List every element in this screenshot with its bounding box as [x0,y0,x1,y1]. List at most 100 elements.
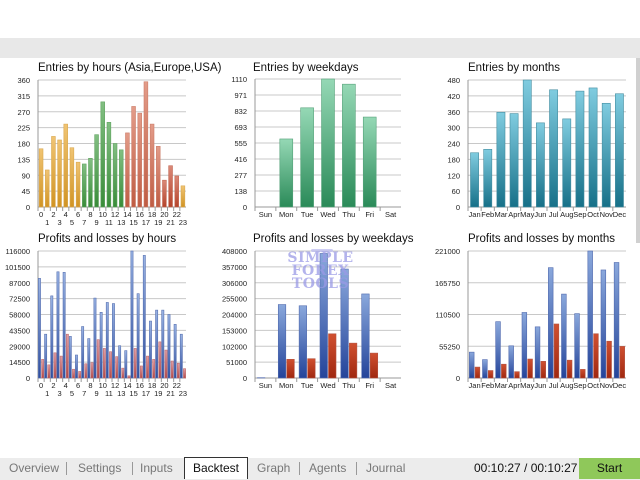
tab-overview[interactable]: Overview [9,461,60,475]
y-tick-label: 102000 [222,342,247,351]
y-tick-label: 51000 [226,358,247,367]
bar [509,113,519,208]
x-tick-label: 9 [94,218,98,227]
x-tick-label: 1 [45,389,49,398]
profit-bar [38,278,41,379]
bar [149,123,155,208]
x-tick-label: Jul [549,210,559,219]
bar [470,152,479,208]
profit-bar [50,295,54,379]
loss-bar [593,333,599,379]
profit-bar [105,302,109,379]
loss-bar [41,359,45,379]
y-tick-label: 101500 [5,263,30,272]
vertical-scrollbar[interactable] [636,58,640,243]
profit-bar [534,326,541,379]
bar [483,149,493,208]
loss-bar [53,352,57,379]
x-tick-label: 5 [70,218,74,227]
y-tick-label: 408000 [222,247,247,256]
bar [106,122,112,208]
watermark-line2: TOOLS [291,276,350,292]
x-tick-label: 21 [166,218,174,227]
x-tick-label: 23 [179,218,187,227]
y-tick-label: 270 [17,108,30,117]
profit-bar [68,336,72,379]
x-tick-label: 18 [148,210,156,219]
y-tick-label: 416 [234,155,247,164]
x-tick-label: 6 [76,210,80,219]
start-button[interactable]: Start [579,458,640,479]
x-tick-label: 0 [39,210,43,219]
y-tick-label: 1110 [231,75,247,84]
x-tick-label: Thu [342,210,355,219]
x-tick-label: 9 [94,389,98,398]
x-tick-label: 7 [82,218,86,227]
tab-backtest[interactable]: Backtest [184,457,249,479]
y-tick-label: 0 [243,374,247,383]
profit-bar [548,267,554,379]
x-tick-label: Jul [549,381,559,390]
y-tick-label: 221000 [435,247,460,256]
x-tick-label: 5 [70,389,74,398]
tester-tab-bar: Overview Settings Inputs Backtest Graph … [0,457,640,480]
x-tick-label: Dec [613,210,627,219]
profit-bar [130,250,134,379]
bar [168,165,173,208]
x-tick-label: Tue [301,381,314,390]
bar [162,179,167,208]
x-tick-label: 19 [154,389,162,398]
profit-bar [298,305,307,379]
x-tick-label: 14 [123,381,131,390]
loss-bar [527,358,533,379]
x-tick-label: Oct [587,210,600,219]
x-tick-label: 12 [111,381,119,390]
x-tick-label: 16 [136,210,144,219]
y-tick-label: 277 [234,171,247,180]
x-tick-label: 15 [129,218,137,227]
y-tick-label: 693 [234,123,247,132]
bar [496,111,506,208]
x-tick-label: 10 [99,210,107,219]
bar [143,81,149,208]
tab-agents[interactable]: Agents [309,461,347,475]
tab-settings[interactable]: Settings [78,461,122,475]
watermark-line1: SIMPLE FOREX [287,250,354,279]
loss-bar [152,359,156,379]
y-tick-label: 138 [234,187,247,196]
x-tick-label: 13 [117,218,125,227]
loss-bar [183,368,186,379]
x-tick-label: Tue [301,210,314,219]
x-tick-label: Fri [365,210,374,219]
loss-bar [619,346,625,379]
bar [82,163,87,208]
y-tick-label: 180 [447,155,460,164]
x-tick-label: 22 [173,381,181,390]
profit-bar [81,326,85,379]
bar [137,112,142,208]
profit-bar [149,320,152,379]
profit-bar [340,268,349,379]
bar [125,132,130,208]
loss-bar [170,360,174,379]
loss-bar [133,348,137,379]
tab-graph[interactable]: Graph [257,461,291,475]
profit-bar [561,293,567,379]
bar [94,134,99,208]
loss-bar [146,355,149,379]
x-tick-label: 22 [173,210,181,219]
y-tick-label: 240 [447,140,460,149]
chart-title: Entries by months [468,62,561,74]
profit-bar [521,312,528,379]
tab-inputs[interactable]: Inputs [140,461,173,475]
profit-bar [495,321,501,379]
x-tick-label: Nov [600,381,614,390]
bar [300,107,314,208]
x-tick-label: 2 [51,381,55,390]
loss-bar [84,363,88,379]
x-tick-label: Jan [469,381,481,390]
tab-journal[interactable]: Journal [366,461,406,475]
loss-bar [158,341,162,379]
x-tick-label: Thu [342,381,355,390]
